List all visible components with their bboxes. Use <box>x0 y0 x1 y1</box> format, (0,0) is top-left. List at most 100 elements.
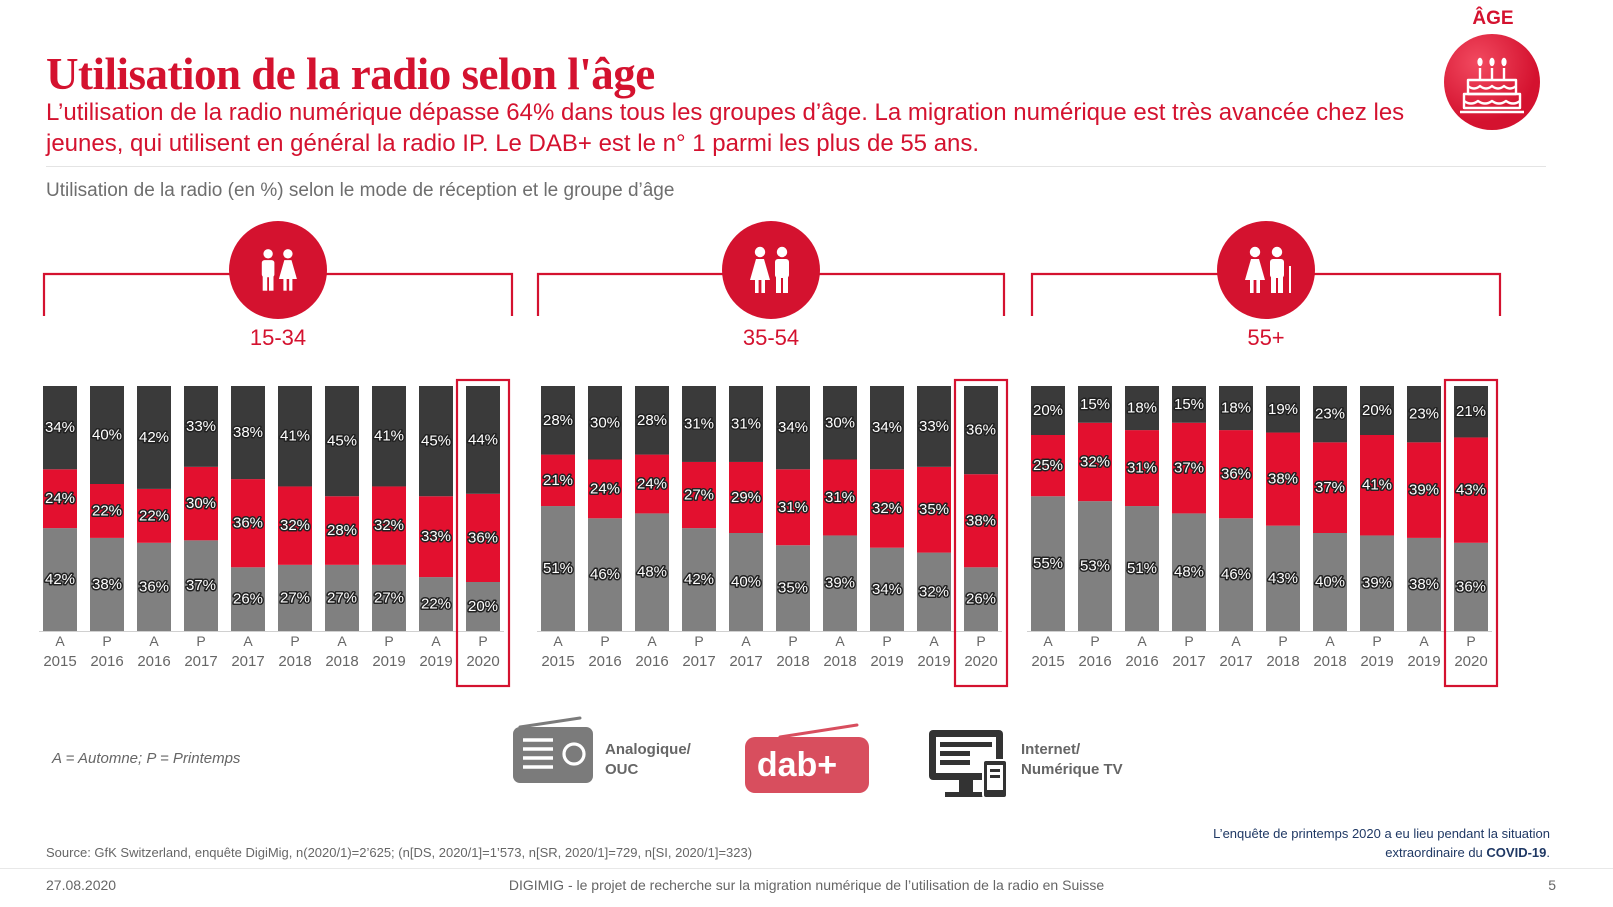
x-tick-season: P <box>1466 633 1475 649</box>
x-tick-season: A <box>1231 633 1241 649</box>
bar-data-label: 40% <box>92 427 122 444</box>
highlight-box <box>953 378 1009 688</box>
x-tick-year: 2015 <box>43 653 76 670</box>
bar-segment <box>90 537 124 631</box>
bar-segment <box>1360 386 1394 435</box>
bar-segment <box>870 469 904 548</box>
bar-data-label-outline: 31% <box>731 415 761 432</box>
bar-data-label: 27% <box>280 589 310 606</box>
radio-icon <box>513 716 593 783</box>
bar-data-label-outline: 42% <box>684 571 714 588</box>
bar-data-label-outline: 27% <box>327 589 357 606</box>
bar-segment <box>917 552 951 631</box>
x-tick-season: P <box>694 633 703 649</box>
bar-segment <box>635 513 669 631</box>
bar-data-label: 21% <box>543 472 573 489</box>
bar-segment <box>729 386 763 462</box>
bar-segment <box>964 567 998 631</box>
bar-data-label: 28% <box>327 522 357 539</box>
legend-note: A = Automne; P = Printemps <box>52 750 241 767</box>
group-title: 15-34 <box>250 325 306 350</box>
bar-data-label-outline: 37% <box>1315 479 1345 496</box>
bar-data-label: 41% <box>1362 477 1392 494</box>
x-tick-year: 2017 <box>1219 653 1252 670</box>
bar-segment <box>325 564 359 631</box>
bar-segment <box>231 386 265 480</box>
bar-data-label-outline: 38% <box>233 424 263 441</box>
bar-data-label: 31% <box>731 415 761 432</box>
bar-segment <box>1125 386 1159 431</box>
bar-data-label: 38% <box>92 576 122 593</box>
covid-note: L’enquête de printemps 2020 a eu lieu pe… <box>1175 824 1550 862</box>
footer-date: 27.08.2020 <box>46 877 117 893</box>
x-tick-year: 2018 <box>278 653 311 670</box>
bar-data-label: 37% <box>186 577 216 594</box>
bar-segment <box>1172 513 1206 631</box>
bar-data-label: 38% <box>1409 576 1439 593</box>
bar-data-label-outline: 29% <box>731 489 761 506</box>
x-tick-year: 2017 <box>729 653 762 670</box>
x-tick-season: P <box>102 633 111 649</box>
bar-data-label: 33% <box>421 528 451 545</box>
bar-data-label-outline: 51% <box>1127 560 1157 577</box>
bar-data-label: 23% <box>1409 406 1439 423</box>
bar-data-label-outline: 18% <box>1127 400 1157 417</box>
bar-segment <box>325 496 359 565</box>
legend-analog-label: Analogique/ OUC <box>605 741 691 778</box>
x-tick-season: P <box>290 633 299 649</box>
bar-segment <box>466 386 500 494</box>
bar-segment <box>729 461 763 533</box>
bar-segment <box>419 496 453 578</box>
bar-segment <box>588 386 622 460</box>
bar-data-label-outline: 34% <box>45 419 75 436</box>
bar-segment <box>776 469 810 546</box>
bar-data-label: 31% <box>684 415 714 432</box>
bar-data-label: 34% <box>778 419 808 436</box>
bar-data-label: 20% <box>468 598 498 615</box>
x-tick-season: A <box>431 633 441 649</box>
bar-data-label-outline: 20% <box>1033 402 1063 419</box>
bar-data-label-outline: 41% <box>1362 477 1392 494</box>
chart-panel-1: 15-3442%42%24%24%34%34%A201538%38%22%22%… <box>39 221 514 688</box>
bar-segment <box>1266 386 1300 433</box>
bar-data-label: 48% <box>1174 564 1204 581</box>
bar-data-label: 38% <box>966 512 996 529</box>
bar-data-label-outline: 19% <box>1268 401 1298 418</box>
bar-data-label: 20% <box>1033 402 1063 419</box>
bar-data-label-outline: 26% <box>966 591 996 608</box>
bar-data-label: 51% <box>543 560 573 577</box>
computer-screen-icon <box>929 730 1008 799</box>
x-tick-season: P <box>1372 633 1381 649</box>
bar-segment <box>419 577 453 631</box>
x-tick-year: 2016 <box>90 653 123 670</box>
chart-panel-3: 55+55%55%25%25%20%20%A201553%53%32%32%15… <box>1027 221 1502 688</box>
bar-segment <box>1313 442 1347 533</box>
senior-couple-icon <box>1217 221 1315 319</box>
bar-data-label-outline: 43% <box>1456 482 1486 499</box>
bar-segment <box>917 386 951 467</box>
bar-data-label: 30% <box>590 414 620 431</box>
bar-data-label-outline: 31% <box>778 499 808 516</box>
x-tick-year: 2018 <box>1266 653 1299 670</box>
bar-data-label: 27% <box>327 589 357 606</box>
bar-data-label: 45% <box>327 433 357 450</box>
x-tick-season: P <box>196 633 205 649</box>
chart-title: Utilisation de la radio (en %) selon le … <box>46 180 675 201</box>
bar-data-label: 35% <box>778 580 808 597</box>
bar-segment <box>419 386 453 497</box>
bar-segment <box>1172 386 1206 423</box>
x-tick-season: P <box>384 633 393 649</box>
bar-segment <box>372 486 406 565</box>
bar-data-label-outline: 32% <box>872 500 902 517</box>
bar-segment <box>870 547 904 631</box>
bar-data-label-outline: 36% <box>139 578 169 595</box>
bar-data-label-outline: 15% <box>1080 396 1110 413</box>
x-tick-year: 2018 <box>325 653 358 670</box>
bar-segment <box>541 454 575 507</box>
bar-data-label: 32% <box>872 500 902 517</box>
bar-segment <box>635 454 669 514</box>
bar-segment <box>184 540 218 631</box>
bar-segment <box>776 386 810 470</box>
bar-data-label: 55% <box>1033 555 1063 572</box>
x-tick-season: P <box>882 633 891 649</box>
